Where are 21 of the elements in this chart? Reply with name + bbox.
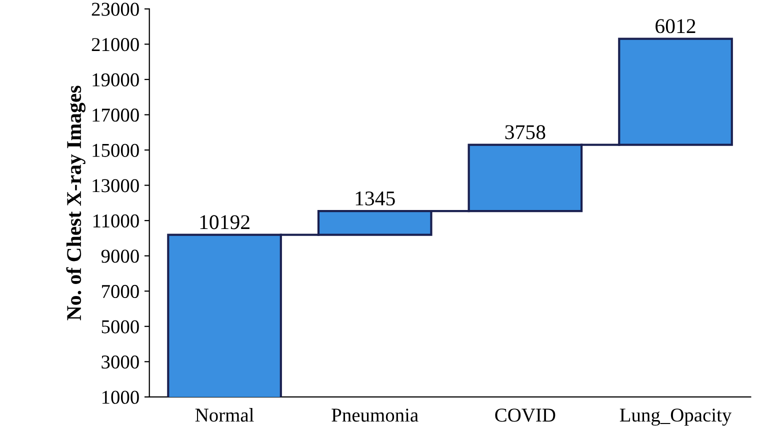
data-label: 10192 bbox=[200, 215, 250, 230]
y-tick-label: 3000 bbox=[102, 355, 139, 369]
y-axis-title: No. of Chest X-ray Images bbox=[66, 86, 86, 320]
y-tick-label: 23000 bbox=[92, 2, 139, 16]
y-tick-label: 1000 bbox=[102, 390, 139, 404]
x-tick-label: COVID bbox=[495, 408, 556, 422]
y-tick-label: 5000 bbox=[102, 320, 139, 334]
x-tick-label: Normal bbox=[195, 408, 254, 422]
y-tick-label: 15000 bbox=[92, 144, 139, 157]
y-tick-label: 21000 bbox=[92, 38, 139, 52]
y-tick-label: 13000 bbox=[92, 179, 139, 192]
data-label: 1345 bbox=[356, 191, 395, 206]
data-label: 3758 bbox=[505, 125, 546, 140]
data-label: 6012 bbox=[656, 19, 696, 34]
x-tick-label: Lung_Opacity bbox=[620, 408, 732, 426]
y-tick-label: 11000 bbox=[93, 214, 139, 228]
x-tick-label: Pneumonia bbox=[332, 408, 418, 422]
y-tick-label: 19000 bbox=[92, 73, 139, 86]
y-tick-label: 9000 bbox=[101, 250, 139, 263]
y-tick-label: 7000 bbox=[102, 284, 139, 298]
y-tick-label: 17000 bbox=[92, 108, 139, 122]
